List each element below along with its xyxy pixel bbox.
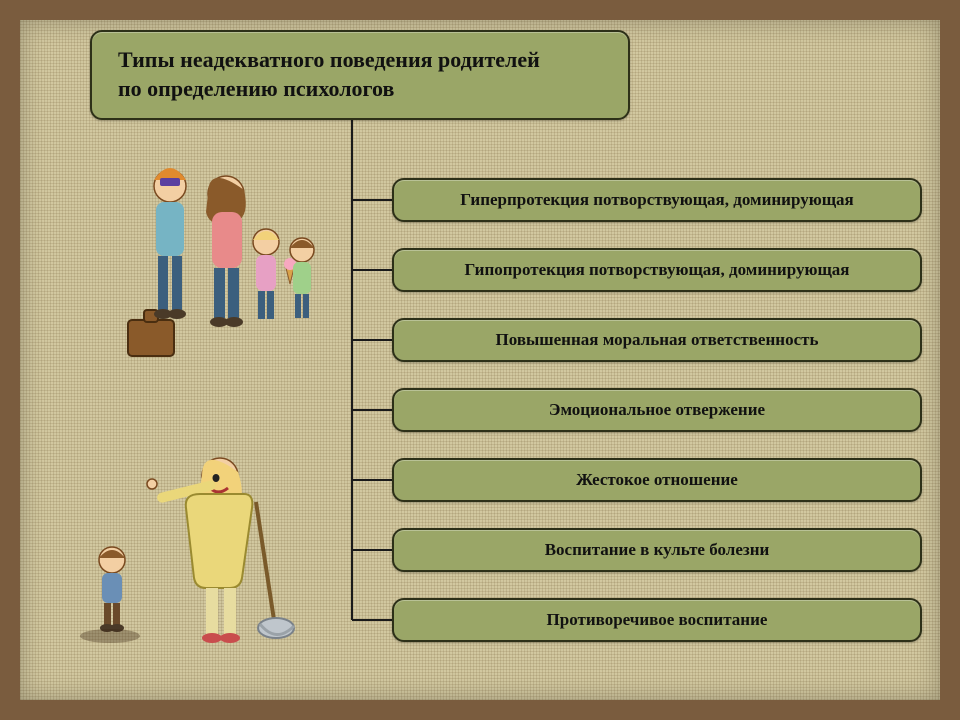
item-box-4: Эмоциональное отвержение xyxy=(392,388,922,432)
item-label: Противоречивое воспитание xyxy=(547,610,768,630)
scolding-illustration-icon xyxy=(60,420,320,670)
item-label: Жестокое отношение xyxy=(576,470,738,490)
item-box-2: Гипопротекция потворствующая, доминирующ… xyxy=(392,248,922,292)
title-line2: по определению психологов xyxy=(118,76,394,101)
item-label: Гипопротекция потворствующая, доминирующ… xyxy=(465,260,850,280)
item-label: Гиперпротекция потворствующая, доминирую… xyxy=(460,190,854,210)
slide-canvas: Типы неадекватного поведения родителей п… xyxy=(20,20,940,700)
family-illustration-icon xyxy=(110,150,330,380)
item-box-3: Повышенная моральная ответственность xyxy=(392,318,922,362)
item-label: Эмоциональное отвержение xyxy=(549,400,765,420)
item-box-6: Воспитание в культе болезни xyxy=(392,528,922,572)
item-label: Воспитание в культе болезни xyxy=(545,540,770,560)
item-box-5: Жестокое отношение xyxy=(392,458,922,502)
title-text: Типы неадекватного поведения родителей п… xyxy=(118,46,540,103)
slide-frame: Типы неадекватного поведения родителей п… xyxy=(0,0,960,720)
item-box-7: Противоречивое воспитание xyxy=(392,598,922,642)
title-box: Типы неадекватного поведения родителей п… xyxy=(90,30,630,120)
item-label: Повышенная моральная ответственность xyxy=(496,330,819,350)
title-line1: Типы неадекватного поведения родителей xyxy=(118,47,540,72)
item-box-1: Гиперпротекция потворствующая, доминирую… xyxy=(392,178,922,222)
